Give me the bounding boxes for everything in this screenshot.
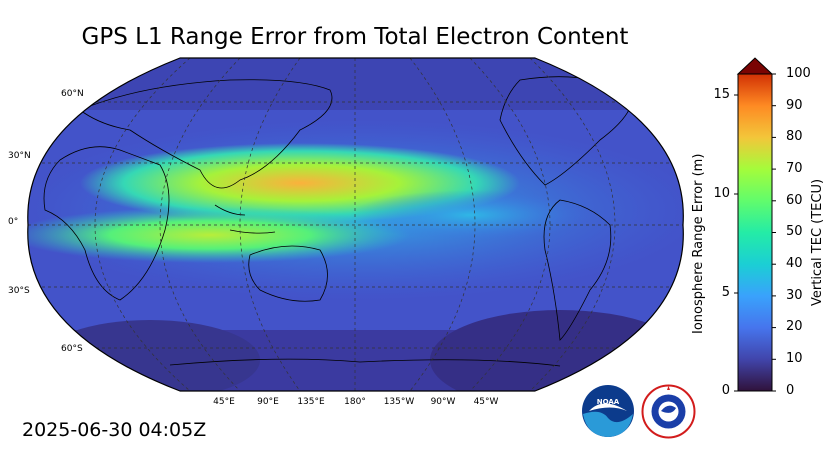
tec-tick-20: 20 [786,319,803,334]
lat-label-60s: 60°S [61,344,83,354]
lat-label-0: 0° [8,217,19,227]
tec-tick-60: 60 [786,193,803,208]
nws-logo [641,384,696,439]
lat-label-60n: 60°N [61,89,84,99]
lat-label-30n: 30°N [8,151,31,161]
tec-axis-label: Vertical TEC (TECU) [810,178,825,306]
tec-tick-30: 30 [786,288,803,303]
range-error-axis-label: Ionosphere Range Error (m) [691,153,706,334]
lat-label-30s: 30°S [8,286,30,296]
lon-label-45e: 45°E [213,397,235,407]
noaa-logo-text: NOAA [597,398,620,406]
range-tick-0: 0 [721,383,730,398]
tec-tick-70: 70 [786,161,803,176]
range-tick-10: 10 [713,186,730,201]
colorbar-extend-arrow [736,57,774,75]
lon-label-45w: 45°W [473,397,499,407]
tec-tick-10: 10 [786,351,803,366]
lon-label-180: 180° [344,397,366,407]
tec-tick-40: 40 [786,256,803,271]
lon-label-90e: 90°E [257,397,279,407]
lon-label-135e: 135°E [297,397,325,407]
lon-label-90w: 90°W [430,397,456,407]
noaa-logo: NOAA [582,385,634,437]
tec-tick-90: 90 [786,98,803,113]
timestamp: 2025-06-30 04:05Z [22,419,207,441]
tec-tick-100: 100 [786,66,811,81]
range-tick-5: 5 [721,285,730,300]
tec-tick-0: 0 [786,383,795,398]
colorbar-gradient [737,73,773,392]
tec-tick-50: 50 [786,224,803,239]
tec-tick-80: 80 [786,129,803,144]
range-tick-15: 15 [713,87,730,102]
lon-label-135w: 135°W [383,397,415,407]
map-title: GPS L1 Range Error from Total Electron C… [81,24,629,50]
